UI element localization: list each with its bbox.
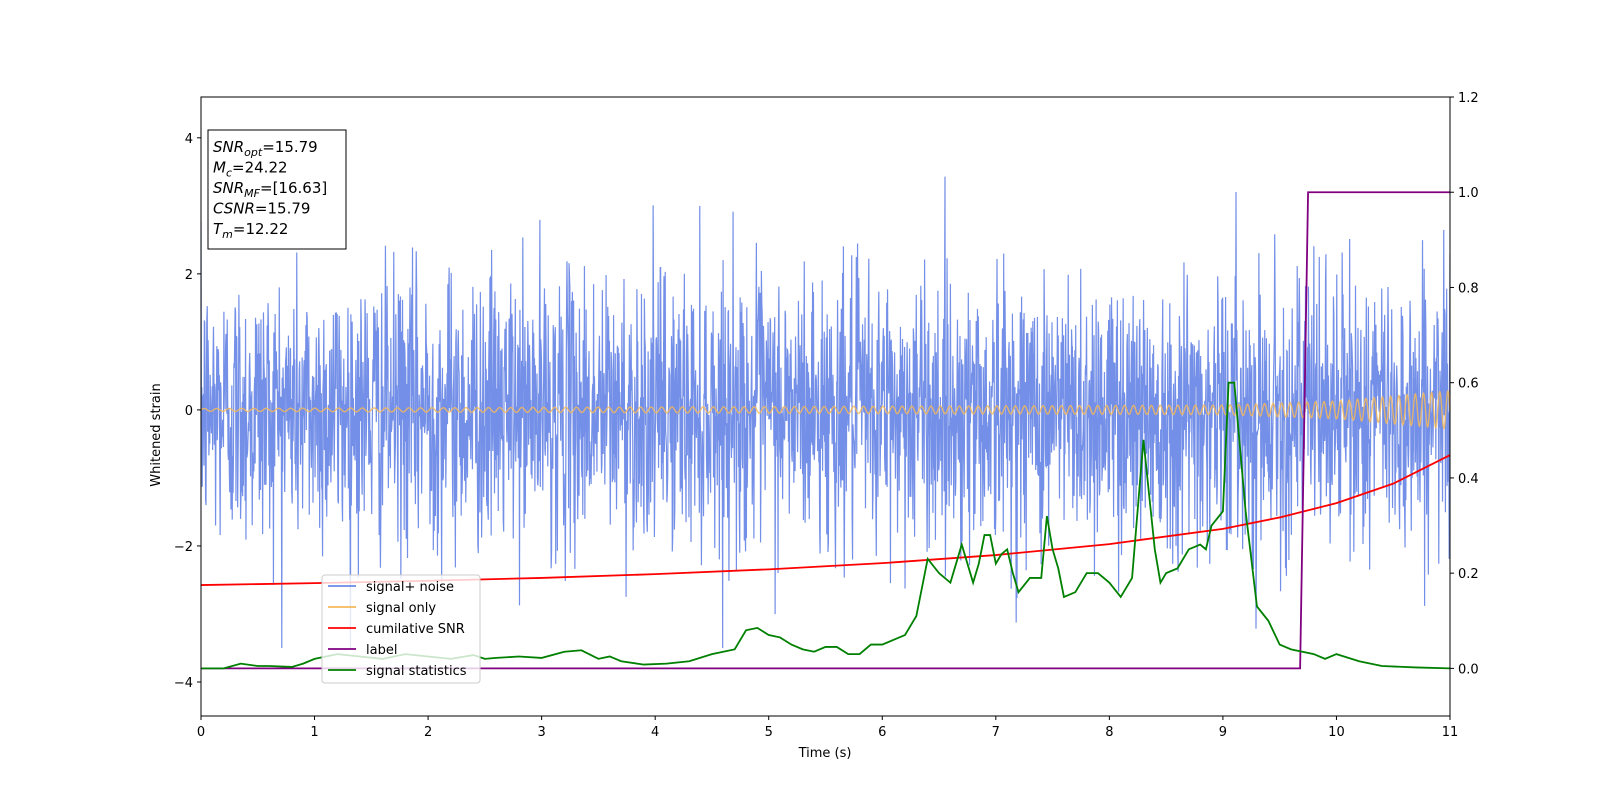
info-symbol: M xyxy=(213,159,226,177)
x-tick-label: 11 xyxy=(1442,725,1459,740)
info-subscript: opt xyxy=(244,146,263,159)
x-tick-label: 8 xyxy=(1105,725,1113,740)
x-tick-label: 3 xyxy=(537,725,545,740)
x-tick-label: 7 xyxy=(992,725,1000,740)
y-tick-label: −2 xyxy=(174,540,193,555)
info-symbol: CSNR xyxy=(213,200,255,218)
info-value: =15.79 xyxy=(255,200,311,218)
x-tick-label: 0 xyxy=(197,725,205,740)
info-line: SNRopt=15.79 xyxy=(213,138,318,159)
x-tick-label: 6 xyxy=(878,725,886,740)
legend-frame xyxy=(321,574,481,684)
series-signal-noise xyxy=(201,176,1450,648)
info-subscript: m xyxy=(222,228,233,241)
info-value: =[16.63] xyxy=(260,179,327,197)
info-value: =15.79 xyxy=(262,138,318,156)
series-signal-statistics xyxy=(201,381,1450,670)
y-axis-right: 0.0 0.2 0.4 0.6 0.8 1.0 1.2 xyxy=(1450,91,1479,677)
y2-tick-label: 1.0 xyxy=(1458,186,1479,201)
x-tick-label: 4 xyxy=(651,725,659,740)
y-tick-label: 2 xyxy=(185,268,193,283)
info-box-frame xyxy=(207,129,347,250)
info-symbol: SNR xyxy=(213,179,244,197)
info-subscript: c xyxy=(226,167,232,180)
info-line: Tm=12.22 xyxy=(213,220,288,241)
x-tick-label: 5 xyxy=(765,725,773,740)
info-line: Mc=24.22 xyxy=(213,159,288,180)
info-symbol: T xyxy=(213,220,224,238)
noise-line xyxy=(201,176,1450,648)
legend-entry: signal+ noise xyxy=(366,580,454,595)
y-axis-label: Whitened strain xyxy=(149,383,164,486)
info-line: CSNR=15.79 xyxy=(213,200,310,218)
y2-tick-label: 0.4 xyxy=(1458,472,1479,487)
x-tick-label: 1 xyxy=(310,725,318,740)
legend-entry: label xyxy=(366,643,397,658)
signal-only-line xyxy=(201,390,1450,430)
y2-tick-label: 0.2 xyxy=(1458,567,1479,582)
x-tick-label: 9 xyxy=(1219,725,1227,740)
y-tick-label: 4 xyxy=(185,132,193,147)
y-tick-label: −4 xyxy=(174,676,193,691)
info-value: =24.22 xyxy=(232,159,288,177)
x-axis-label: Time (s) xyxy=(798,746,852,761)
legend-entry: signal statistics xyxy=(366,664,467,679)
y2-tick-label: 0.8 xyxy=(1458,281,1479,296)
x-tick-label: 2 xyxy=(424,725,432,740)
info-subscript: MF xyxy=(244,187,260,200)
y2-tick-label: 0.0 xyxy=(1458,662,1479,677)
series-signal-only xyxy=(201,390,1450,430)
info-box: SNRopt=15.79Mc=24.22SNRMF=[16.63]CSNR=15… xyxy=(207,129,347,250)
y-tick-label: 0 xyxy=(185,404,193,419)
y2-tick-label: 1.2 xyxy=(1458,91,1479,106)
legend-entry: cumilative SNR xyxy=(366,622,465,637)
y2-tick-label: 0.6 xyxy=(1458,377,1479,392)
series-label xyxy=(201,191,1450,670)
x-tick-label: 10 xyxy=(1328,725,1345,740)
legend-entry: signal only xyxy=(366,601,436,616)
x-axis: 0 1 2 3 4 5 6 7 8 9 10 11 xyxy=(197,716,1458,740)
y-axis-left: −4 −2 0 2 4 xyxy=(174,132,201,691)
info-symbol: SNR xyxy=(213,138,244,156)
info-line: SNRMF=[16.63] xyxy=(213,179,327,200)
legend: signal+ noise signal only cumilative SNR la… xyxy=(321,574,481,684)
info-value: =12.22 xyxy=(233,220,289,238)
plot-frame xyxy=(200,96,1451,717)
